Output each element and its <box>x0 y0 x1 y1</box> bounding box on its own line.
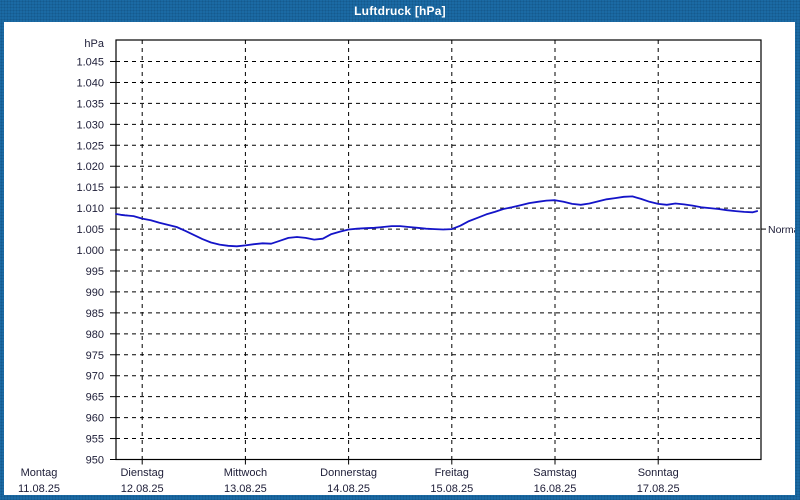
window-border-right <box>795 22 800 500</box>
y-tick-label: 1.015 <box>76 182 104 194</box>
day-label: Montag <box>21 467 58 479</box>
y-tick-label: 970 <box>86 371 104 383</box>
y-tick-label: 975 <box>86 350 104 362</box>
y-tick-label: 1.010 <box>76 203 104 215</box>
window-title: Luftdruck [hPa] <box>354 4 446 18</box>
day-label: Sonntag <box>638 467 679 479</box>
y-tick-label: 1.035 <box>76 98 104 110</box>
y-axis-unit-label: hPa <box>84 38 104 50</box>
y-tick-label: 995 <box>86 266 104 278</box>
day-label: Donnerstag <box>320 467 377 479</box>
pressure-line <box>115 195 758 248</box>
day-label: Samstag <box>533 467 576 479</box>
day-label: Freitag <box>435 467 469 479</box>
window-border-bottom <box>0 495 800 500</box>
day-label: Mittwoch <box>224 467 267 479</box>
window-border-left <box>0 22 4 500</box>
y-tick-label: 1.030 <box>76 119 104 131</box>
date-label: 11.08.25 <box>18 483 60 495</box>
y-tick-label: 1.005 <box>76 224 104 236</box>
date-label: 12.08.25 <box>121 483 164 495</box>
date-label: 16.08.25 <box>534 483 577 495</box>
day-label: Dienstag <box>120 467 163 479</box>
y-tick-label: 960 <box>86 413 104 425</box>
y-tick-label: 1.040 <box>76 77 104 89</box>
date-label: 14.08.25 <box>327 483 370 495</box>
y-tick-label: 950 <box>86 455 104 467</box>
y-tick-label: 1.045 <box>76 57 104 69</box>
date-label: 17.08.25 <box>637 483 680 495</box>
normal-label: Normal <box>768 224 800 236</box>
window-title-bar: Luftdruck [hPa] <box>0 0 800 22</box>
date-label: 13.08.25 <box>224 483 267 495</box>
y-tick-label: 965 <box>86 392 104 404</box>
y-tick-label: 955 <box>86 434 104 446</box>
y-tick-label: 1.025 <box>76 140 104 152</box>
y-tick-label: 1.000 <box>76 245 104 257</box>
date-label: 15.08.25 <box>430 483 473 495</box>
y-tick-label: 980 <box>86 329 104 341</box>
y-tick-label: 990 <box>86 287 104 299</box>
y-tick-label: 985 <box>86 308 104 320</box>
y-tick-label: 1.020 <box>76 161 104 173</box>
